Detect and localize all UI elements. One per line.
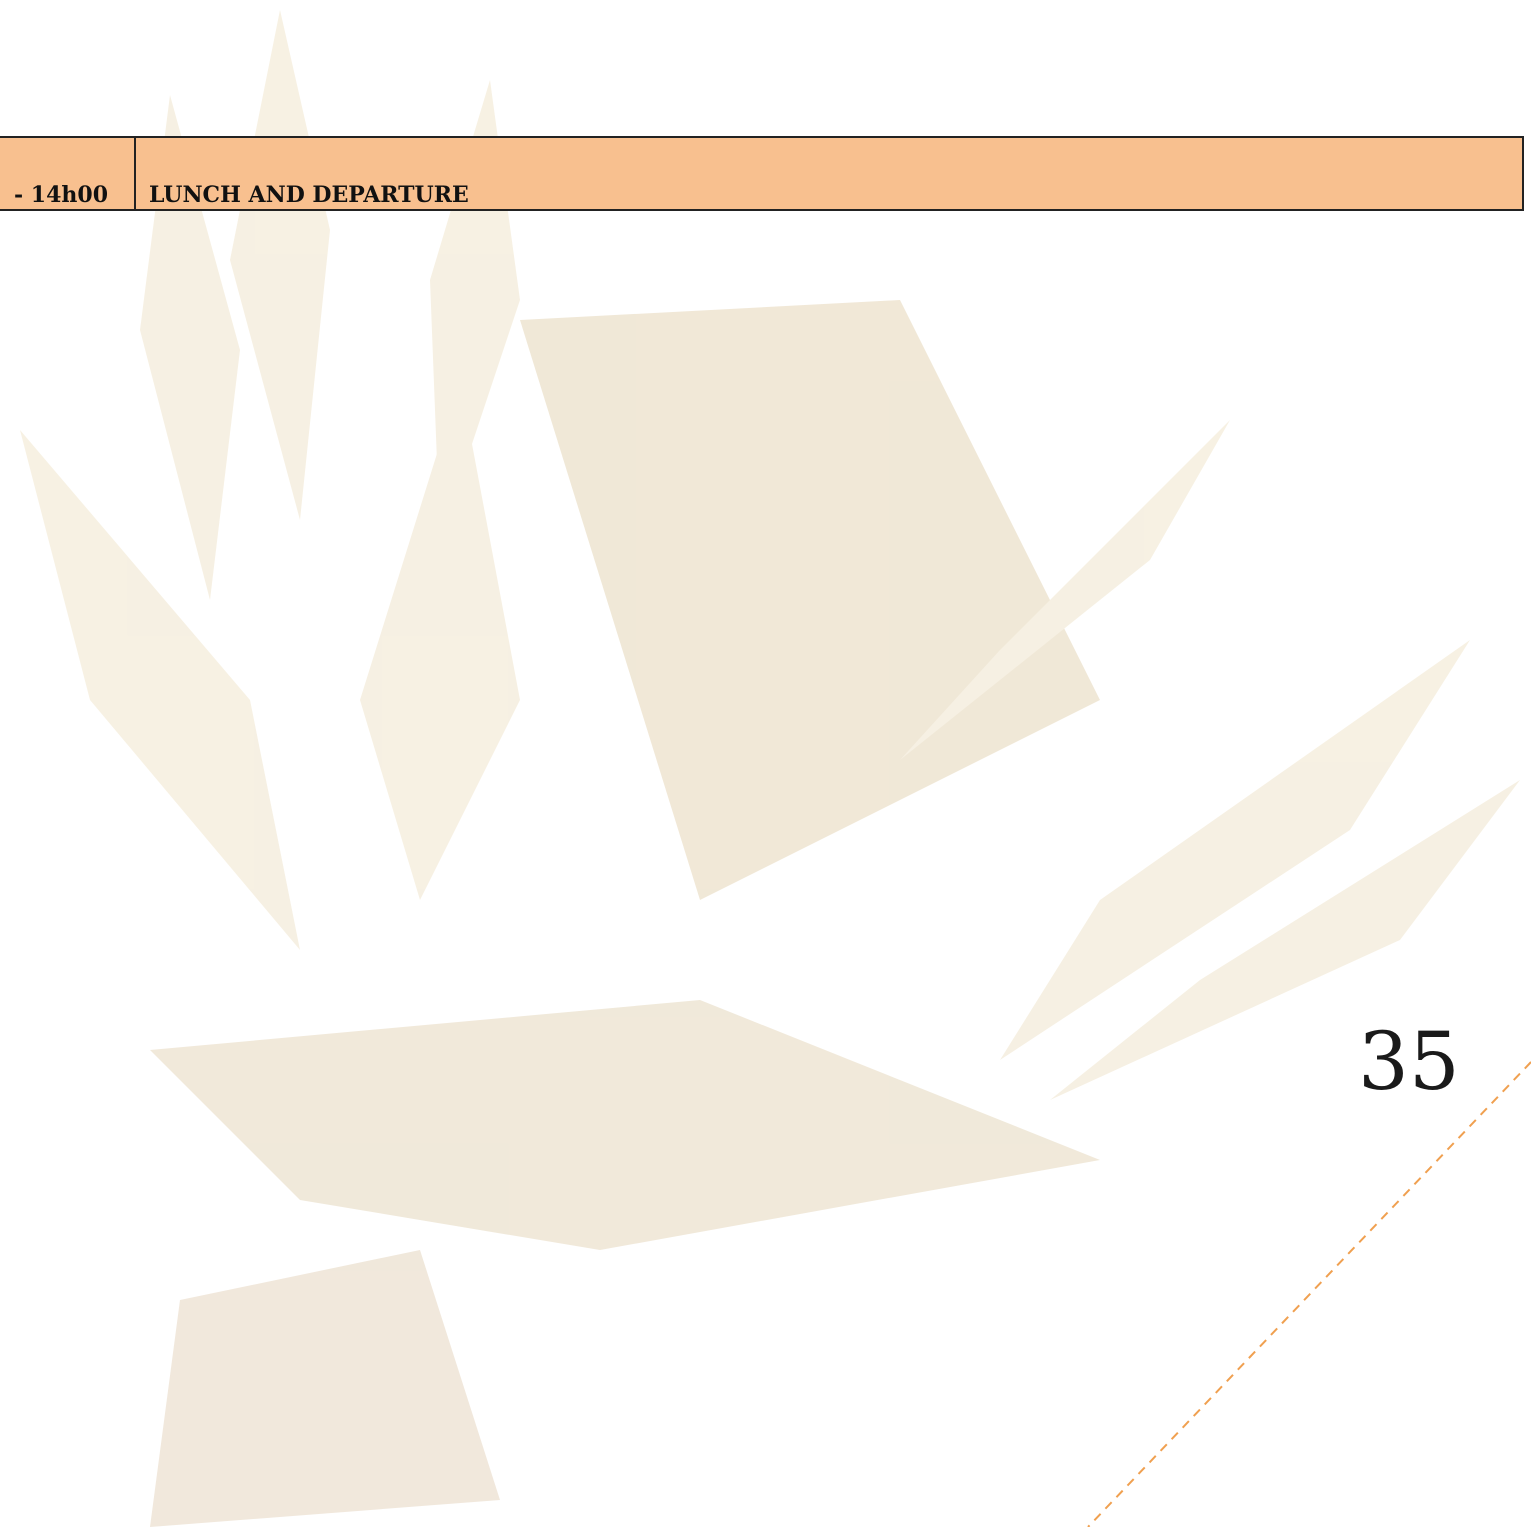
page-number: 35 [1358,1015,1460,1108]
watermark [0,0,1531,1527]
page: - 14h00 LUNCH AND DEPARTURE 35 (() => { … [0,0,1531,1527]
activity-cell: LUNCH AND DEPARTURE [136,138,1522,209]
time-cell: - 14h00 [0,138,136,209]
table-row: - 14h00 LUNCH AND DEPARTURE [0,136,1524,211]
dashed-line [1088,1062,1531,1527]
